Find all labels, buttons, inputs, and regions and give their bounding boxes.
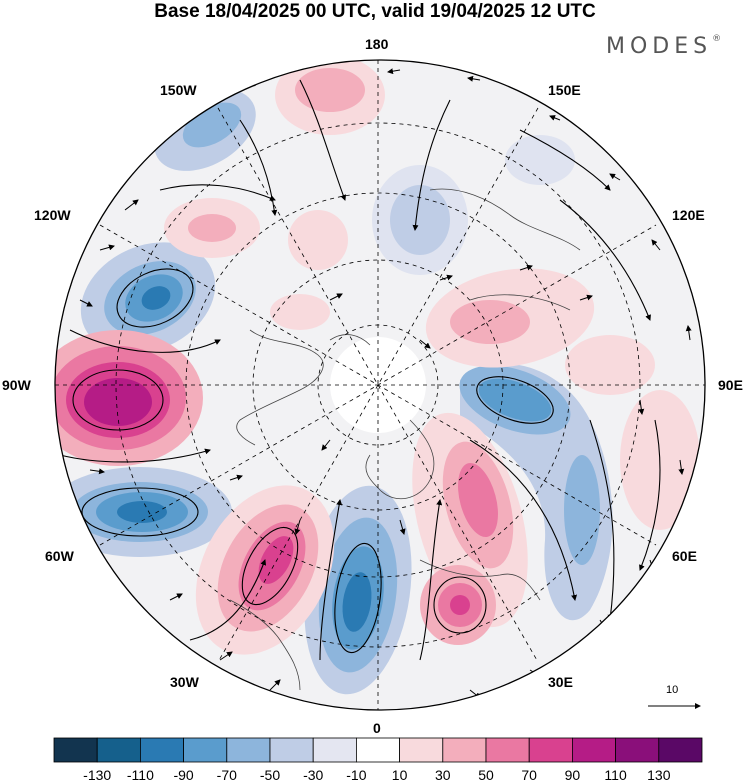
lon-label-150e: 150E bbox=[548, 82, 581, 98]
colorbar-swatch bbox=[96, 737, 141, 763]
colorbar-swatch bbox=[139, 737, 184, 763]
colorbar-tick-label: 70 bbox=[521, 767, 537, 783]
colorbar-tick-label: 10 bbox=[391, 767, 408, 783]
colorbar-swatch bbox=[53, 737, 98, 763]
brand-logo: MODES® bbox=[606, 34, 721, 59]
colorbar-tick-label: 30 bbox=[435, 767, 451, 783]
colorbar-tick-label: -110 bbox=[126, 767, 154, 783]
negative-anomaly-cell-east bbox=[459, 363, 613, 621]
colorbar-swatch bbox=[269, 737, 314, 763]
colorbar-swatch bbox=[355, 737, 400, 763]
brand-name: MODES bbox=[606, 34, 713, 59]
colorbar-swatch bbox=[485, 737, 530, 763]
map-title: Base 18/04/2025 00 UTC, valid 19/04/2025… bbox=[154, 1, 596, 22]
anomaly-field bbox=[55, 60, 705, 710]
lon-label-180: 180 bbox=[365, 36, 389, 52]
positive-anomaly-cell-northeast bbox=[164, 60, 700, 530]
streamlines bbox=[59, 79, 661, 661]
negative-anomaly-cell-northwest bbox=[80, 242, 216, 354]
colorbar-swatch bbox=[615, 737, 660, 763]
colorbar-tick-label: -70 bbox=[216, 767, 237, 783]
lon-label-30e: 30E bbox=[548, 674, 573, 690]
lon-label-60e: 60E bbox=[672, 548, 697, 564]
colorbar-swatch bbox=[312, 737, 357, 763]
colorbar-tick-label: -10 bbox=[346, 767, 367, 783]
colorbar-swatch bbox=[572, 737, 617, 763]
brand-mark: ® bbox=[712, 34, 722, 44]
colorbar-tick-label: -90 bbox=[173, 767, 194, 783]
lon-label-120w: 120W bbox=[34, 207, 71, 223]
colorbar-swatch bbox=[226, 737, 271, 763]
colorbar-tick-label: 90 bbox=[564, 767, 581, 783]
lon-label-90w: 90W bbox=[2, 377, 31, 393]
colorbar-tick-label: -130 bbox=[83, 767, 112, 783]
positive-anomaly-cell-west bbox=[55, 330, 203, 466]
colorbar-tick-label: -30 bbox=[303, 767, 324, 783]
positive-anomaly-cell-southwest bbox=[195, 485, 335, 655]
colorbar bbox=[53, 737, 703, 763]
lon-label-0: 0 bbox=[373, 720, 381, 736]
colorbar-swatch bbox=[399, 737, 444, 763]
colorbar-swatch bbox=[658, 737, 703, 763]
map-boundary bbox=[54, 59, 706, 711]
colorbar-tick-label: 130 bbox=[647, 767, 671, 783]
colorbar-tick-label: 110 bbox=[604, 767, 627, 783]
colorbar-tick-label: 50 bbox=[478, 767, 494, 783]
positive-anomaly-cell-southeast bbox=[412, 412, 528, 645]
colorbar-swatch bbox=[528, 737, 573, 763]
lon-label-60w: 60W bbox=[45, 548, 74, 564]
colorbar-swatch bbox=[442, 737, 487, 763]
lon-label-90e: 90E bbox=[718, 377, 743, 393]
colorbar-tick-label: -50 bbox=[259, 767, 281, 783]
vector-scale-label: 10 bbox=[666, 684, 679, 696]
lon-label-120e: 120E bbox=[672, 207, 705, 223]
negative-anomaly-cell-west bbox=[55, 467, 232, 557]
colorbar-swatch bbox=[183, 737, 228, 763]
lon-label-150w: 150W bbox=[160, 82, 197, 98]
lon-label-30w: 30W bbox=[170, 674, 199, 690]
coastlines bbox=[229, 188, 581, 691]
